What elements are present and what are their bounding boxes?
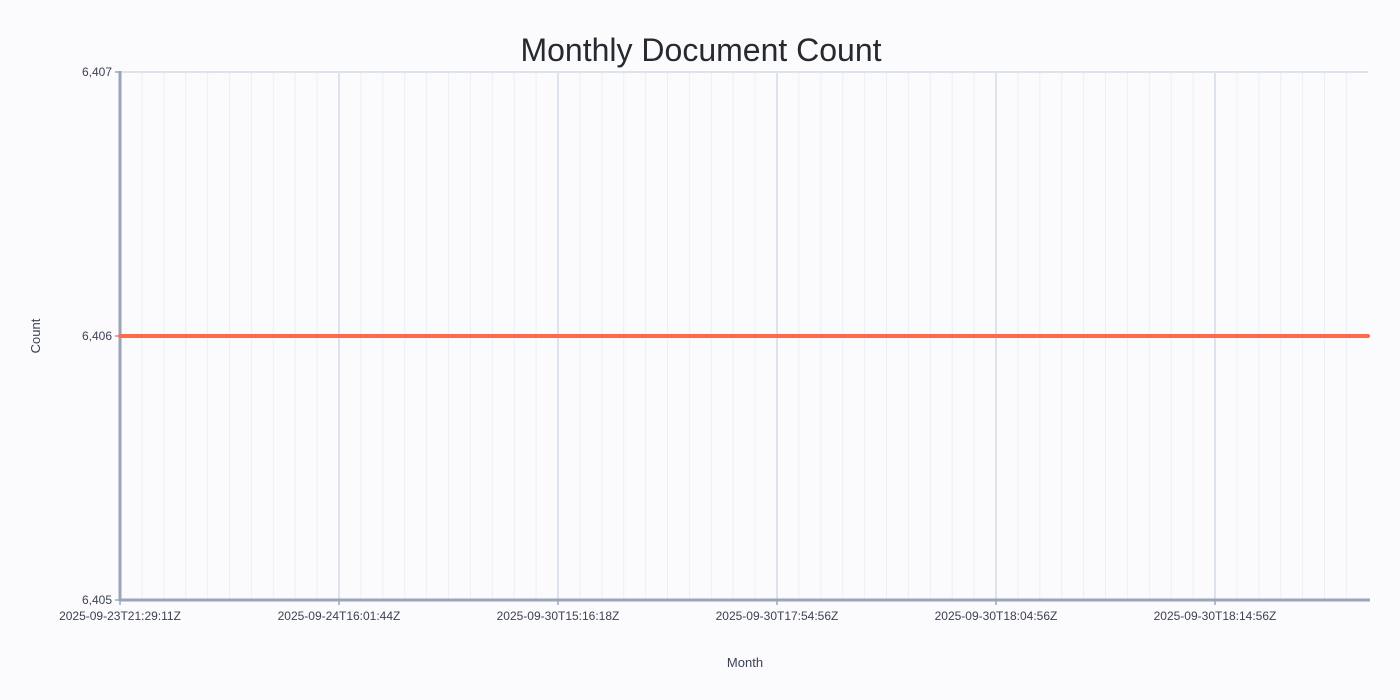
x-tick-label: 2025-09-30T18:04:56Z bbox=[935, 609, 1058, 623]
x-tick-label: 2025-09-30T15:16:18Z bbox=[497, 609, 620, 623]
y-tick-label: 6,406 bbox=[82, 329, 112, 343]
chart-title: Monthly Document Count bbox=[520, 32, 881, 68]
x-tick-label: 2025-09-30T17:54:56Z bbox=[716, 609, 839, 623]
tick-labels: 2025-09-23T21:29:11Z 2025-09-24T16:01:44Z… bbox=[59, 65, 1276, 623]
x-tick-label: 2025-09-23T21:29:11Z bbox=[59, 609, 181, 623]
x-axis-title: Month bbox=[727, 655, 763, 670]
y-axis-title: Count bbox=[28, 318, 43, 353]
x-tick-label: 2025-09-24T16:01:44Z bbox=[278, 609, 401, 623]
y-tick-label: 6,405 bbox=[82, 593, 112, 607]
x-tick-label: 2025-09-30T18:14:56Z bbox=[1154, 609, 1277, 623]
y-tick-label: 6,407 bbox=[82, 65, 112, 79]
